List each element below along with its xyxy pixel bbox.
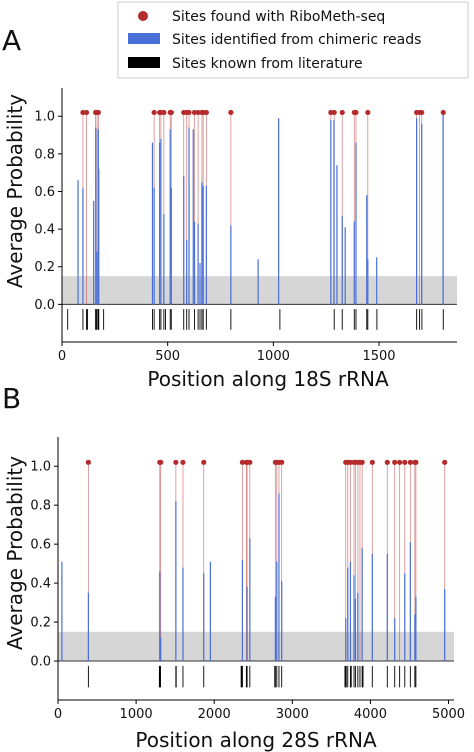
- panel-b-y-tick-label: 0.2: [30, 616, 51, 631]
- panel-b-ribometh-dot: [158, 459, 164, 465]
- panel-a-y-tick-label: 0.2: [34, 260, 55, 275]
- panel-a-ribometh-dot: [228, 109, 234, 116]
- panel-b-ribometh-dot: [384, 459, 390, 465]
- panel-a-ribometh-dot: [353, 109, 359, 116]
- panel-a-18s: A Average Probability Position along 18S…: [2, 24, 457, 391]
- panel-a-letter: A: [2, 24, 21, 57]
- panel-a-plot-area: 0.0 0.2 0.4 0.6 0.8 1.0 0 500 1000 1500: [34, 88, 457, 364]
- panel-b-ribometh-dot: [201, 459, 207, 465]
- legend-box: [117, 1, 469, 79]
- panel-a-y-tick-label: 0.6: [34, 185, 55, 200]
- panel-b-threshold-band: [58, 631, 454, 662]
- panel-a-y-tick-label: 0.8: [34, 147, 55, 162]
- panel-b-ribometh-dot: [279, 459, 285, 465]
- panel-a-ribometh-dot: [195, 109, 201, 116]
- panel-b-y-tick-label: 0.0: [30, 655, 51, 670]
- panel-a-ribometh-dot: [440, 109, 446, 116]
- panel-b-y-axis-label: Average Probability: [3, 456, 27, 650]
- panel-b-ribometh-dot: [347, 459, 354, 465]
- panel-a-ribometh-dot: [95, 109, 101, 116]
- legend-label-chimeric: Sites identified from chimeric reads: [172, 32, 421, 48]
- panel-b-x-tick-label: 3000: [276, 707, 309, 722]
- panel-a-ribometh-dot: [83, 109, 90, 116]
- panel-a-threshold-band: [62, 276, 457, 305]
- panel-a-x-tick-label: 0: [58, 349, 66, 364]
- panel-b-ribometh-dot: [402, 459, 408, 465]
- panel-b-ribometh-dot: [239, 459, 246, 465]
- panel-b-ribometh-dot: [407, 459, 413, 465]
- panel-b-letter: B: [2, 382, 21, 415]
- panel-a-y-tick-label: 1.0: [34, 110, 55, 125]
- panel-a-ribometh-dot: [191, 109, 198, 116]
- panel-b-ribometh-dot: [392, 459, 398, 465]
- panel-a-ribometh-dot: [419, 109, 425, 116]
- panel-b-x-axis-label: Position along 28S rRNA: [135, 728, 377, 752]
- panel-a-ribometh-dot: [186, 109, 192, 116]
- panel-b-x-tick-label: 4000: [354, 707, 387, 722]
- panel-a-ribometh-dot: [331, 109, 337, 116]
- panel-a-x-tick-label: 500: [155, 349, 180, 364]
- panel-a-y-tick-label: 0.4: [34, 223, 55, 238]
- panel-a-ribometh-dot: [339, 109, 345, 116]
- panel-b-ribometh-dot: [369, 459, 375, 465]
- panel-b-x-tick-label: 2000: [198, 707, 231, 722]
- panel-b-ribometh-dot: [247, 459, 253, 465]
- panel-b-y-tick-label: 1.0: [30, 460, 51, 475]
- panel-a-ribometh-dot: [161, 109, 167, 116]
- panel-b-x-tick-label: 1000: [120, 707, 153, 722]
- panel-b-plot-area: 0.0 0.2 0.4 0.6 0.8 1.0 0 1000 2000 3000 4000 5000: [30, 437, 465, 722]
- panel-a-ribometh-dot: [203, 109, 209, 116]
- legend-marker-literature: [128, 57, 160, 68]
- panel-a-ribometh-dot: [80, 109, 86, 116]
- panel-b-x-tick-label: 0: [54, 707, 62, 722]
- panel-b-ribometh-dot: [85, 459, 91, 465]
- panel-b-y-tick-label: 0.8: [30, 499, 51, 514]
- panel-a-x-axis-label: Position along 18S rRNA: [147, 367, 389, 391]
- panel-a-ribometh-dot: [365, 109, 371, 116]
- panel-b-y-tick-label: 0.6: [30, 538, 51, 553]
- panel-b-y-tick-label: 0.4: [30, 577, 51, 592]
- panel-a-ribometh-dot: [151, 109, 157, 116]
- panel-a-x-tick-label: 1000: [257, 349, 290, 364]
- panel-b-x-tick-label: 5000: [432, 707, 465, 722]
- panel-a-ribometh-dot: [168, 109, 174, 116]
- panel-b-ribometh-dot: [180, 459, 186, 465]
- panel-a-y-axis-label: Average Probability: [3, 94, 27, 288]
- panel-b-28s: B Average Probability Position along 28S…: [2, 382, 465, 752]
- legend-label-literature: Sites known from literature: [172, 56, 363, 72]
- panel-b-ribometh-dot: [413, 459, 419, 465]
- legend: Sites found with RiboMeth-seq Sites iden…: [117, 1, 469, 79]
- panel-b-ribometh-dot: [442, 459, 448, 465]
- panel-b-ribometh-dot: [173, 459, 179, 465]
- panel-b-ribometh-dot: [359, 459, 365, 465]
- panel-a-x-tick-label: 1500: [362, 349, 395, 364]
- panel-b-ribometh-dot: [397, 459, 403, 465]
- legend-marker-ribometh: [138, 11, 148, 21]
- panel-a-y-tick-label: 0.0: [34, 298, 55, 313]
- legend-marker-chimeric: [128, 33, 160, 44]
- legend-label-ribometh: Sites found with RiboMeth-seq: [172, 9, 385, 25]
